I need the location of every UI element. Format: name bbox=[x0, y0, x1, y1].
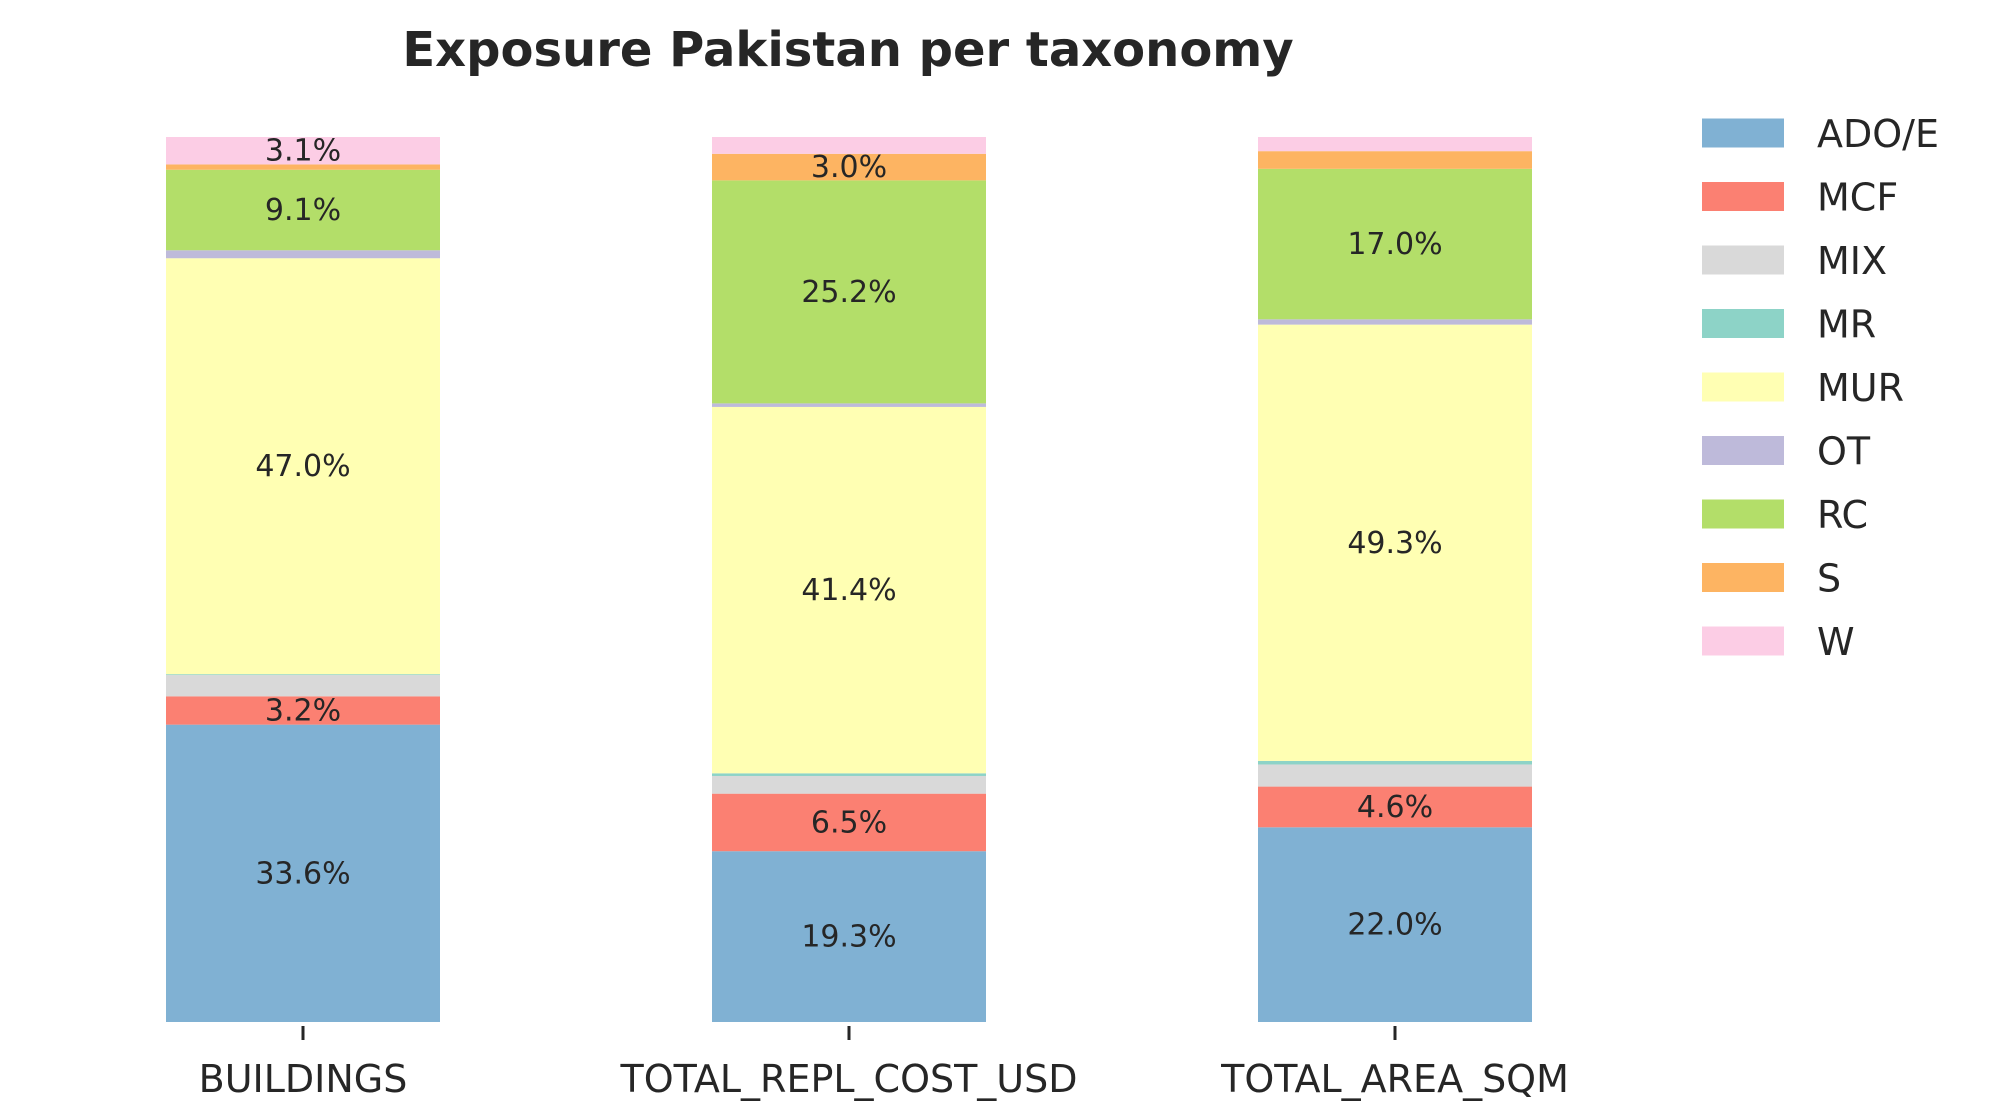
data-label-w-buildings: 3.1% bbox=[265, 134, 341, 169]
legend-swatch-ado-e bbox=[1702, 118, 1784, 148]
bars-layer bbox=[166, 137, 1532, 1022]
bar-segment-s-total-repl-cost-usd bbox=[712, 153, 986, 181]
bar-segment-rc-total-area-sqm bbox=[1258, 168, 1532, 320]
legend-label-mcf: MCF bbox=[1817, 176, 1898, 220]
legend: ADO/E MCF MIX MR MUR OT RC SW bbox=[1702, 112, 1939, 664]
bar-segment-w-total-repl-cost-usd bbox=[712, 137, 986, 154]
data-label-mur-total-repl-cost-usd: 41.4% bbox=[801, 573, 896, 608]
legend-swatch-rc bbox=[1702, 499, 1784, 529]
bar-segment-w-buildings bbox=[166, 137, 440, 165]
legend-label-mur: MUR bbox=[1817, 366, 1904, 410]
legend-label-mr: MR bbox=[1817, 303, 1876, 347]
bar-segment-mur-total-repl-cost-usd bbox=[712, 406, 986, 774]
data-label-s-total-repl-cost-usd: 3.0% bbox=[811, 150, 887, 185]
legend-label-s: S bbox=[1817, 557, 1841, 601]
bar-segment-mur-buildings bbox=[166, 258, 440, 675]
data-label-ado-e-buildings: 33.6% bbox=[255, 856, 350, 891]
data-label-mur-total-area-sqm: 49.3% bbox=[1347, 526, 1442, 561]
x-tick-label-total-repl-cost-usd: TOTAL_REPL_COST_USD bbox=[619, 1057, 1077, 1101]
data-label-ado-e-total-area-sqm: 22.0% bbox=[1347, 908, 1442, 943]
legend-label-rc: RC bbox=[1817, 493, 1868, 537]
data-label-mcf-total-area-sqm: 4.6% bbox=[1357, 790, 1433, 825]
bar-segment-mr-total-area-sqm bbox=[1258, 760, 1532, 765]
legend-label-ado-e: ADO/E bbox=[1817, 112, 1939, 156]
bar-segment-ado-e-buildings bbox=[166, 724, 440, 1022]
data-label-mcf-total-repl-cost-usd: 6.5% bbox=[811, 805, 887, 840]
data-label-ado-e-total-repl-cost-usd: 19.3% bbox=[801, 920, 896, 955]
bar-segment-ot-total-repl-cost-usd bbox=[712, 403, 986, 407]
legend-label-w: W bbox=[1817, 620, 1855, 664]
legend-label-ot: OT bbox=[1817, 430, 1871, 474]
x-tick-label-total-area-sqm: TOTAL_AREA_SQM bbox=[1220, 1057, 1569, 1101]
legend-label-mix: MIX bbox=[1817, 239, 1887, 283]
data-label-rc-total-area-sqm: 17.0% bbox=[1347, 227, 1442, 262]
legend-swatch-s bbox=[1702, 563, 1784, 592]
bar-segment-rc-total-repl-cost-usd bbox=[712, 180, 986, 404]
bar-segment-mcf-total-repl-cost-usd bbox=[712, 793, 986, 852]
bar-segment-ado-e-total-repl-cost-usd bbox=[712, 851, 986, 1022]
bar-segment-ado-e-total-area-sqm bbox=[1258, 827, 1532, 1022]
bar-segment-mr-total-repl-cost-usd bbox=[712, 773, 986, 776]
legend-swatch-mcf bbox=[1702, 182, 1784, 211]
data-label-rc-buildings: 9.1% bbox=[265, 193, 341, 228]
legend-swatch-ot bbox=[1702, 436, 1784, 465]
bar-segment-mr-buildings bbox=[166, 674, 440, 676]
bar-segment-mcf-buildings bbox=[166, 696, 440, 725]
data-labels-layer: 33.6% 3.2% 47.0% 9.1% 3.1% 19.3% 6.5% 41.4% 25.2… bbox=[255, 134, 1442, 955]
x-axis: BUILDINGS TOTAL_REPL_COST_USD TOTAL_AREA_S… bbox=[199, 1026, 1569, 1101]
bar-segment-s-buildings bbox=[166, 164, 440, 170]
x-tick-label-buildings: BUILDINGS bbox=[199, 1057, 408, 1101]
data-label-mcf-buildings: 3.2% bbox=[265, 693, 341, 728]
bar-segment-mix-total-repl-cost-usd bbox=[712, 775, 986, 794]
legend-swatch-mix bbox=[1702, 245, 1784, 275]
legend-swatch-w bbox=[1702, 626, 1784, 656]
data-label-mur-buildings: 47.0% bbox=[255, 449, 350, 484]
bar-segment-rc-buildings bbox=[166, 169, 440, 251]
bar-segment-w-total-area-sqm bbox=[1258, 137, 1532, 152]
legend-swatch-mur bbox=[1702, 372, 1784, 402]
bar-segment-ot-buildings bbox=[166, 250, 440, 259]
bar-segment-ot-total-area-sqm bbox=[1258, 319, 1532, 325]
chart-title: Exposure Pakistan per taxonomy bbox=[402, 22, 1293, 78]
legend-swatch-mr bbox=[1702, 309, 1784, 338]
data-label-rc-total-repl-cost-usd: 25.2% bbox=[801, 275, 896, 310]
bar-segment-mix-total-area-sqm bbox=[1258, 764, 1532, 787]
bar-segment-mcf-total-area-sqm bbox=[1258, 786, 1532, 828]
bar-segment-mix-buildings bbox=[166, 675, 440, 697]
bar-segment-mur-total-area-sqm bbox=[1258, 324, 1532, 761]
bar-segment-s-total-area-sqm bbox=[1258, 151, 1532, 169]
